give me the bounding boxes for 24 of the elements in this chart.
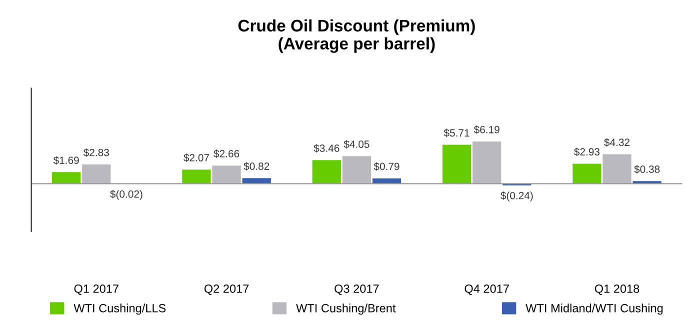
x-tick-label: Q1 2017 — [74, 284, 118, 295]
legend-label: WTI Cushing/LLS — [74, 304, 166, 315]
data-label: $4.05 — [344, 140, 370, 149]
x-tick-label: Q3 2017 — [334, 284, 379, 295]
data-label: $3.46 — [314, 144, 340, 153]
data-label: $1.69 — [53, 156, 79, 165]
data-label: $2.66 — [214, 150, 240, 158]
legend-label: WTI Cushing/Brent — [296, 304, 396, 315]
data-label: $2.93 — [574, 148, 600, 156]
data-label: $2.07 — [184, 154, 209, 162]
data-label: $0.79 — [374, 162, 400, 171]
data-label: $4.32 — [604, 138, 630, 147]
x-tick-label: Q2 2017 — [204, 284, 249, 295]
data-label: $(0.02) — [110, 190, 142, 200]
data-label: $2.83 — [83, 148, 109, 157]
x-tick-label: Q4 2017 — [464, 284, 509, 295]
data-label: $6.19 — [474, 125, 500, 134]
data-label: $0.38 — [634, 165, 660, 174]
x-tick-label: Q1 2018 — [594, 284, 640, 295]
data-label: $(0.24) — [500, 191, 533, 202]
data-label: $5.71 — [444, 128, 470, 138]
data-label: $0.82 — [244, 162, 270, 171]
chart-title: Crude Oil Discount (Premium) (Average per barrel) — [238, 19, 475, 53]
legend-label: WTI Midland/WTI Cushing — [526, 304, 663, 315]
